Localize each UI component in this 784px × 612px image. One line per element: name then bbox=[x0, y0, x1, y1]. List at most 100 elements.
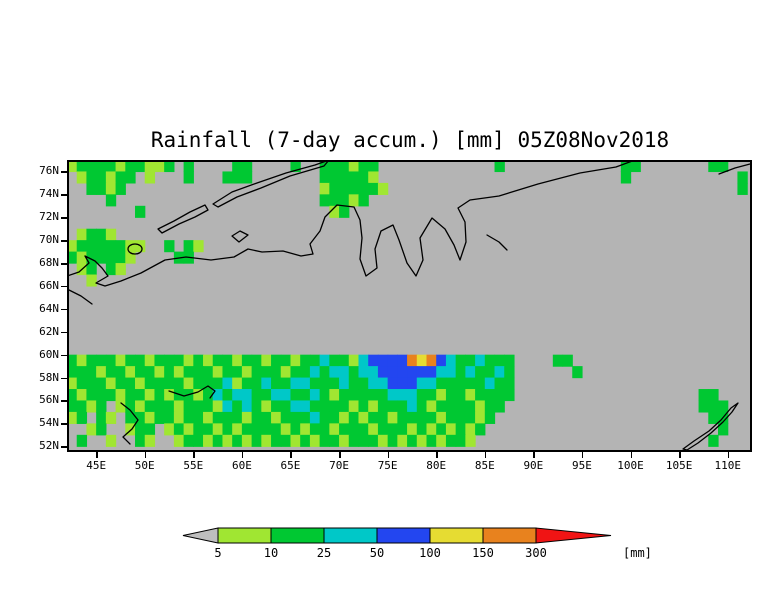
y-tick bbox=[61, 377, 67, 380]
rain-cell bbox=[232, 377, 243, 390]
rain-cell bbox=[416, 366, 428, 379]
rain-cell bbox=[164, 389, 175, 402]
rain-cell bbox=[348, 411, 360, 424]
rain-cell bbox=[144, 366, 156, 379]
rain-cell bbox=[232, 400, 243, 413]
rain-cell bbox=[300, 389, 311, 402]
colorbar-tick-label: 100 bbox=[419, 546, 441, 560]
rain-cell bbox=[144, 171, 156, 184]
rain-cell bbox=[154, 366, 165, 379]
rain-cell bbox=[164, 377, 175, 390]
rain-cell bbox=[309, 366, 321, 379]
rain-cell bbox=[300, 411, 311, 424]
rain-cell bbox=[135, 389, 146, 402]
rain-cell bbox=[96, 228, 107, 241]
rain-cell bbox=[358, 377, 369, 390]
rain-cell bbox=[348, 354, 360, 367]
rain-cell bbox=[339, 366, 350, 379]
rain-cell bbox=[86, 354, 97, 367]
rain-cell bbox=[105, 263, 117, 276]
rain-cell bbox=[484, 354, 496, 367]
rain-cell bbox=[368, 434, 379, 447]
rain-cell bbox=[416, 423, 428, 436]
rain-cell bbox=[212, 400, 224, 413]
rain-cell bbox=[455, 400, 466, 413]
y-tick bbox=[61, 217, 67, 219]
y-tick bbox=[61, 194, 67, 196]
rain-cell bbox=[86, 366, 97, 379]
rain-cell bbox=[241, 400, 253, 413]
rain-cell bbox=[222, 389, 233, 402]
rain-cell bbox=[309, 377, 321, 390]
rain-cell bbox=[358, 389, 369, 402]
colorbar-under-arrow bbox=[182, 527, 219, 544]
colorbar-segment bbox=[429, 527, 484, 544]
rain-cell bbox=[280, 354, 292, 367]
rain-cell bbox=[173, 377, 185, 390]
y-tick-label: 62N bbox=[39, 324, 59, 338]
x-tick-label: 75E bbox=[377, 459, 398, 472]
rain-cell bbox=[193, 389, 204, 402]
rain-cell bbox=[105, 160, 117, 173]
x-tick bbox=[241, 452, 244, 458]
rain-cell bbox=[105, 389, 117, 402]
rain-cell bbox=[280, 366, 292, 379]
x-tick bbox=[581, 452, 584, 458]
rain-cell bbox=[339, 205, 350, 218]
rain-cell bbox=[484, 377, 496, 390]
rain-cell bbox=[203, 354, 214, 367]
rain-cell bbox=[232, 434, 243, 447]
rain-cell bbox=[436, 400, 447, 413]
rain-cell bbox=[173, 400, 185, 413]
rain-cell bbox=[251, 366, 262, 379]
rain-cell bbox=[319, 411, 330, 424]
rain-cell bbox=[290, 366, 301, 379]
rain-cell bbox=[698, 389, 709, 402]
rain-cell bbox=[387, 423, 398, 436]
colorbar-segments: 5 10 25 50 100 150 300 bbox=[182, 527, 612, 560]
rain-cell bbox=[251, 434, 262, 447]
coast-novaya-zemlya-north bbox=[212, 160, 330, 208]
rain-cell bbox=[96, 377, 107, 390]
x-tick-label: 95E bbox=[572, 459, 592, 472]
rain-cell bbox=[144, 400, 156, 413]
rain-cell bbox=[377, 354, 389, 367]
rain-cell bbox=[397, 366, 408, 379]
rain-cell bbox=[484, 411, 496, 424]
rain-cell bbox=[300, 354, 311, 367]
rain-cell bbox=[115, 366, 126, 379]
colorbar-tick-label: 50 bbox=[370, 546, 384, 560]
coast-vaygach-island bbox=[231, 230, 249, 243]
rain-cell bbox=[164, 160, 175, 173]
rain-cell bbox=[309, 400, 321, 413]
rain-cell bbox=[86, 228, 97, 241]
rain-cell bbox=[105, 182, 117, 195]
rain-cell bbox=[475, 389, 486, 402]
rain-cell bbox=[241, 423, 253, 436]
rain-cell bbox=[407, 354, 418, 367]
rain-cell bbox=[96, 160, 107, 173]
rain-cell bbox=[203, 423, 214, 436]
rain-cell bbox=[620, 171, 632, 184]
rain-cell bbox=[717, 400, 729, 413]
rain-cell bbox=[183, 171, 194, 184]
rain-cell bbox=[445, 389, 457, 402]
rain-cell bbox=[484, 400, 496, 413]
rain-cell bbox=[241, 171, 253, 184]
rain-cell bbox=[387, 434, 398, 447]
rain-cell bbox=[445, 377, 457, 390]
rain-cell bbox=[416, 400, 428, 413]
rain-cell bbox=[280, 434, 292, 447]
y-tick-label: 66N bbox=[39, 278, 59, 292]
x-tick-label: 100E bbox=[617, 459, 644, 472]
rain-cell bbox=[203, 366, 214, 379]
y-tick-label: 64N bbox=[39, 301, 59, 315]
rain-cell bbox=[475, 366, 486, 379]
rain-cell bbox=[339, 423, 350, 436]
x-tick bbox=[533, 452, 535, 458]
rain-cell bbox=[455, 434, 466, 447]
rain-cell bbox=[154, 354, 165, 367]
rain-cell bbox=[348, 366, 360, 379]
rain-cell bbox=[271, 366, 282, 379]
rain-cell bbox=[96, 400, 107, 413]
